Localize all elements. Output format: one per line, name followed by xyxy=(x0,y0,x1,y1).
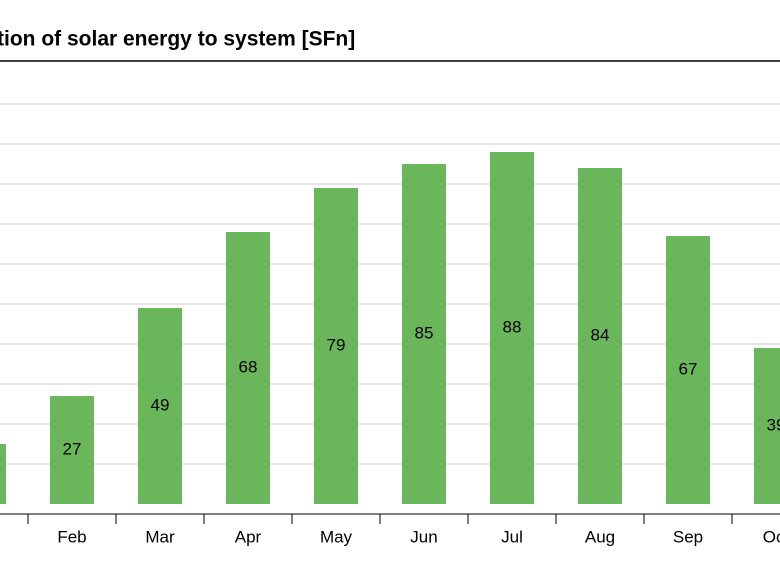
x-tick-label: Feb xyxy=(57,527,86,546)
value-label: 79 xyxy=(327,335,346,354)
value-label: 68 xyxy=(239,357,258,376)
value-label: 88 xyxy=(503,317,522,336)
bar xyxy=(754,348,780,504)
bar xyxy=(402,164,446,504)
x-tick-label: Apr xyxy=(235,527,262,546)
bar xyxy=(314,188,358,504)
bar xyxy=(490,152,534,504)
x-tick-label: Jul xyxy=(501,527,523,546)
x-tick-label: Oct xyxy=(763,527,780,546)
bar xyxy=(50,396,94,504)
chart-title: tion of solar energy to system [SFn] xyxy=(0,28,355,51)
bar xyxy=(0,444,6,504)
x-tick-label: Mar xyxy=(145,527,175,546)
value-label: 67 xyxy=(679,359,698,378)
value-label: 39 xyxy=(767,415,780,434)
bar xyxy=(578,168,622,504)
value-label: 27 xyxy=(63,439,82,458)
bar xyxy=(666,236,710,504)
value-label: 49 xyxy=(151,395,170,414)
value-label: 84 xyxy=(591,325,610,344)
bar xyxy=(138,308,182,504)
x-tick-label: May xyxy=(320,527,353,546)
x-tick-label: Aug xyxy=(585,527,615,546)
bar xyxy=(226,232,270,504)
x-tick-label: Jun xyxy=(410,527,437,546)
x-tick-label: Sep xyxy=(673,527,703,546)
value-label: 85 xyxy=(415,323,434,342)
